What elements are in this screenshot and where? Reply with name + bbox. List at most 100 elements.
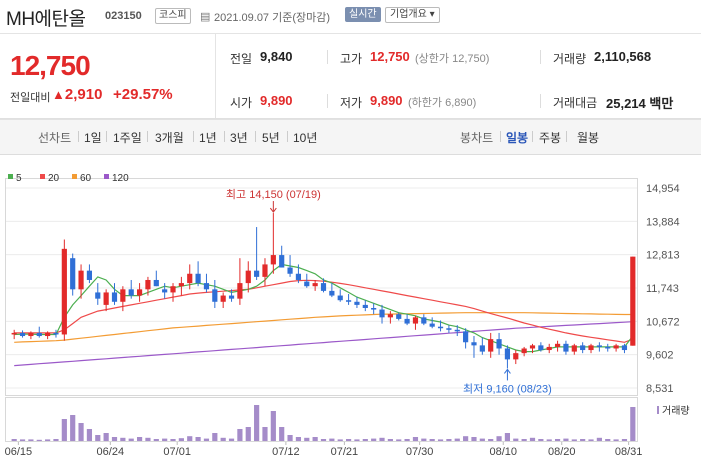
volume-bar: [354, 439, 360, 441]
volume-bar: [605, 439, 611, 441]
volume-bar: [187, 436, 193, 441]
volume-bar: [337, 439, 343, 441]
candle-body: [429, 323, 435, 327]
realtime-button[interactable]: 실시간: [345, 7, 381, 22]
candle-body: [279, 255, 285, 268]
volume-bar: [45, 439, 51, 441]
stock-name: MH에탄올: [6, 9, 86, 30]
volume-bar: [162, 438, 168, 441]
divider: [566, 131, 567, 142]
candle-body: [111, 292, 118, 302]
tab-weekly[interactable]: 주봉: [539, 131, 562, 145]
candle-body: [479, 345, 485, 352]
lower-limit: (하한가 6,890): [408, 97, 477, 109]
candle-body: [320, 283, 327, 291]
volume-bar: [596, 437, 602, 441]
candle-body: [145, 279, 151, 290]
candle-body: [421, 317, 427, 324]
divider: [78, 131, 79, 142]
candle-body: [128, 289, 134, 296]
up-arrow-icon: ▲: [52, 87, 65, 102]
candle-body: [295, 273, 302, 280]
volume-value: 2,110,568: [594, 49, 652, 64]
prev-close-label: 전일: [230, 52, 253, 66]
candle-body: [178, 283, 184, 287]
tab-10y[interactable]: 10년: [293, 131, 318, 145]
candle-body: [220, 295, 226, 302]
corp-info-select[interactable]: 기업개요 ▾: [385, 7, 440, 23]
volume-bar: [237, 429, 243, 441]
prev-close-value: 9,840: [260, 49, 293, 64]
tab-monthly[interactable]: 월봉: [577, 131, 600, 145]
volume-bar: [379, 437, 385, 441]
candle-body: [488, 339, 494, 352]
candle-body: [329, 290, 335, 296]
candle-body: [11, 332, 17, 335]
candle-body: [396, 314, 402, 319]
legend-label: 5: [16, 173, 22, 184]
candle-body: [61, 248, 67, 335]
divider: [106, 131, 107, 142]
candle-body: [345, 300, 352, 302]
divider: [500, 131, 501, 142]
volume-bar: [136, 437, 143, 441]
candle-body: [187, 273, 193, 284]
volume-bar: [195, 437, 201, 441]
candle-body: [513, 353, 519, 360]
tab-5y[interactable]: 5년: [262, 131, 280, 145]
open-label: 시가: [230, 96, 253, 110]
candle-body: [454, 329, 460, 332]
candle-body: [605, 346, 611, 349]
candle-body: [471, 342, 477, 346]
volume-bar: [371, 438, 377, 441]
y-tick-label: 9,602: [646, 350, 674, 362]
volume-bar: [421, 438, 427, 441]
tab-1w[interactable]: 1주일: [113, 131, 142, 145]
volume-bar: [295, 437, 302, 441]
tab-1d[interactable]: 1일: [84, 131, 102, 145]
divider: [327, 50, 328, 64]
candle-body: [546, 346, 552, 351]
volume-legend-swatch: [657, 406, 659, 414]
y-tick-label: 12,813: [646, 250, 680, 262]
tab-daily[interactable]: 일봉: [506, 131, 529, 145]
legend-swatch: [72, 174, 77, 179]
tab-1y[interactable]: 1년: [199, 131, 217, 145]
candle-body: [95, 292, 101, 299]
volume-bar: [78, 423, 84, 441]
x-tick-label: 07/30: [406, 446, 434, 458]
volume-bar: [362, 439, 368, 441]
tab-3m[interactable]: 3개월: [155, 131, 184, 145]
volume-bar: [521, 439, 527, 441]
volume-bar: [513, 438, 519, 441]
change-label: 전일대비: [10, 92, 51, 104]
candle-body: [212, 289, 218, 302]
date-basis: 2021.09.07 기준(장마감): [214, 12, 331, 24]
candle-body: [203, 283, 210, 290]
volume-bar: [320, 439, 327, 441]
candle-body: [371, 308, 377, 310]
volume-bar: [36, 439, 42, 441]
volume-bar: [329, 438, 335, 441]
volume-bar: [546, 439, 552, 441]
price-summary: [0, 34, 701, 119]
tab-3y[interactable]: 3년: [230, 131, 248, 145]
volume-bar: [312, 437, 318, 441]
divider: [215, 34, 216, 118]
candle-body: [103, 292, 109, 305]
candle-body: [554, 343, 561, 347]
volume-bar: [170, 439, 176, 441]
change-value: ▲2,910: [52, 86, 103, 103]
volume-bar: [70, 415, 76, 441]
volume-bar: [203, 438, 210, 441]
volume-bar: [86, 429, 93, 441]
y-tick-label: 13,884: [646, 216, 680, 228]
candle-body: [53, 332, 59, 335]
candle-body: [195, 273, 201, 284]
volume-bar: [563, 438, 569, 441]
candle-body: [153, 279, 159, 287]
amount-label: 거래대금: [553, 96, 598, 110]
volume-bar: [429, 439, 435, 441]
candle-body: [354, 301, 360, 305]
volume-bar: [396, 439, 402, 441]
